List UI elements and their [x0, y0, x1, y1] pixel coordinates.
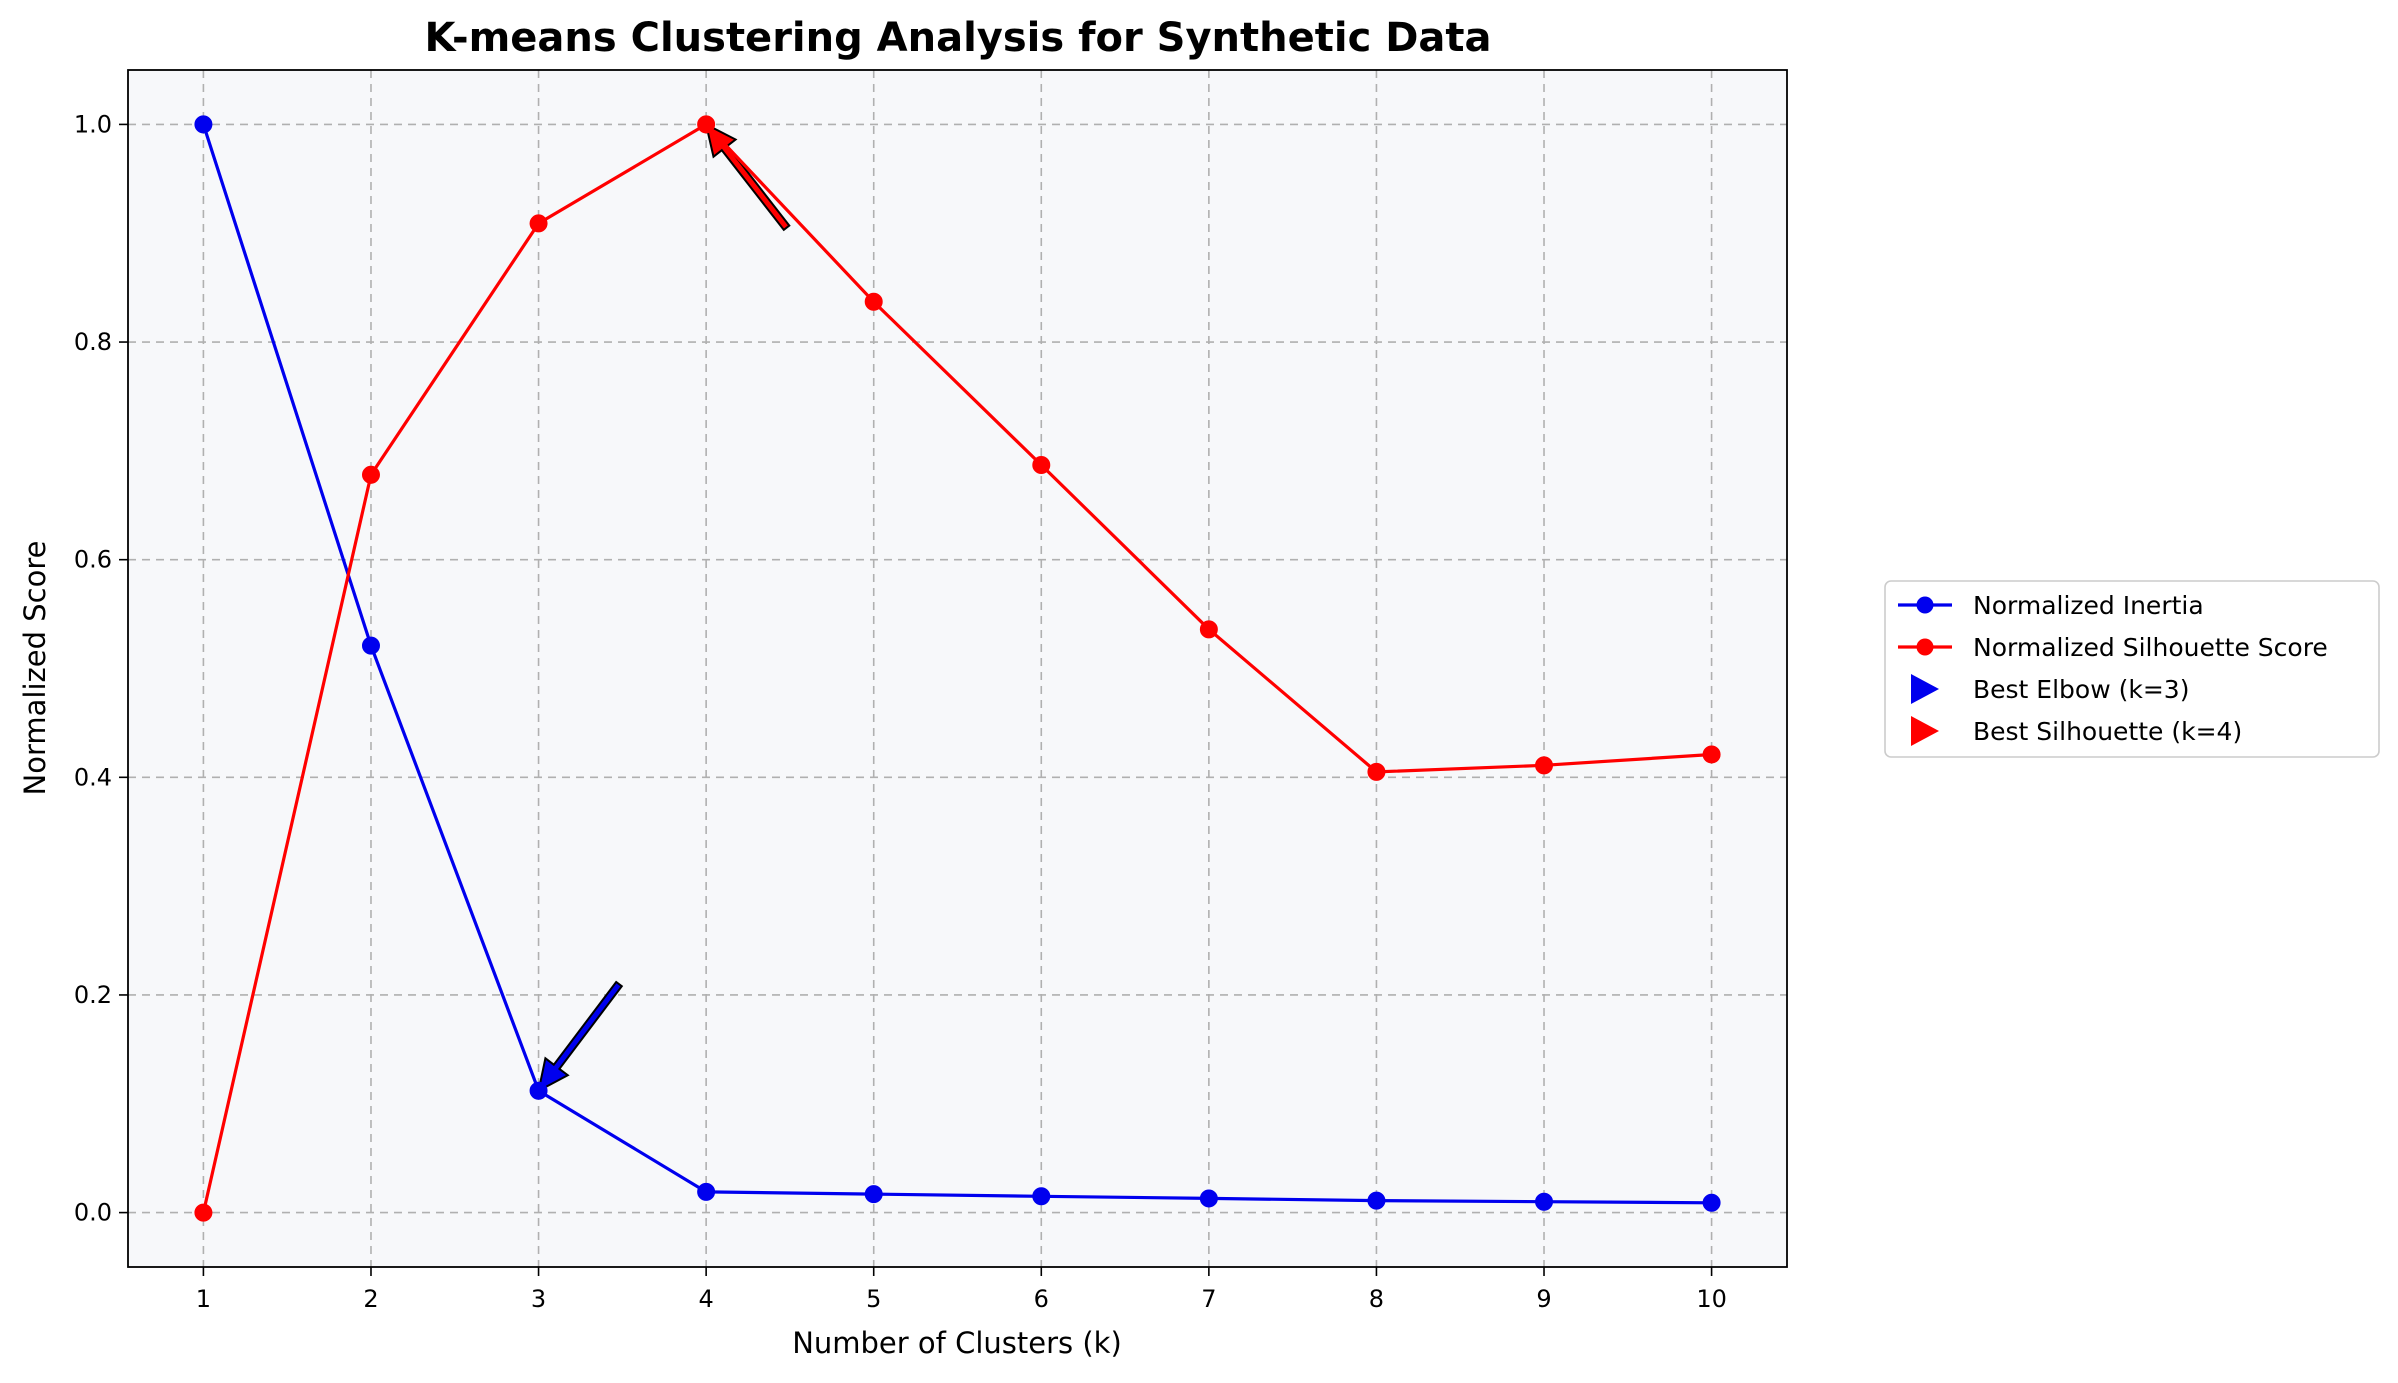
- x-tick-label: 6: [1034, 1285, 1049, 1313]
- x-tick-label: 2: [363, 1285, 378, 1313]
- series-group: [194, 115, 1721, 1222]
- y-tick-label: 0.0: [74, 1199, 112, 1227]
- data-point: [1199, 1189, 1218, 1208]
- data-point: [361, 465, 380, 484]
- legend-box: [1884, 580, 2380, 758]
- legend-item: Best Silhouette (k=4): [1911, 716, 2242, 746]
- annotation-arrow: [537, 980, 624, 1093]
- data-point: [529, 1081, 548, 1100]
- y-tick-label: 0.4: [74, 763, 112, 791]
- annotations: [537, 122, 791, 1093]
- y-tick-label: 0.6: [74, 546, 112, 574]
- x-tick-label: 9: [1536, 1285, 1551, 1313]
- data-point: [1702, 1193, 1721, 1212]
- series-line: [201, 123, 1712, 1205]
- x-tick-label: 10: [1696, 1285, 1727, 1313]
- x-tick-label: 7: [1201, 1285, 1216, 1313]
- y-tick-label: 0.8: [74, 328, 112, 356]
- data-point: [697, 1182, 716, 1201]
- chart-title: K-means Clustering Analysis for Syntheti…: [424, 15, 1491, 61]
- data-point: [194, 1203, 213, 1222]
- data-point: [361, 636, 380, 655]
- x-tick-label: 4: [698, 1285, 713, 1313]
- series-1: [194, 115, 1721, 1212]
- x-tick-label: 3: [531, 1285, 546, 1313]
- legend-label: Normalized Silhouette Score: [1973, 633, 2328, 662]
- y-tick-label: 0.2: [74, 981, 112, 1009]
- y-axis-label: Normalized Score: [18, 541, 52, 796]
- data-point: [1199, 620, 1218, 639]
- legend-item: Best Elbow (k=3): [1911, 674, 2189, 704]
- legend-marker: [1916, 596, 1934, 614]
- axes: 1 2 3 4 5 6 7 8 9 10 0.0 0.2 0.4 0.6 0.8 1.0: [74, 110, 1727, 1313]
- data-point: [1535, 1192, 1554, 1211]
- data-point: [1032, 1187, 1051, 1206]
- legend: Normalized Inertia Normalized Silhouette …: [1884, 580, 2380, 758]
- data-point: [864, 292, 883, 311]
- x-tick-label: 5: [866, 1285, 881, 1313]
- legend-item: Normalized Inertia: [1898, 591, 2204, 620]
- grid: [128, 70, 1787, 1267]
- series-line: [201, 122, 1712, 1213]
- plot-area: [128, 70, 1787, 1267]
- data-point: [697, 115, 716, 134]
- data-point: [1032, 456, 1051, 475]
- x-tick-label: 8: [1369, 1285, 1384, 1313]
- plot-frame: [127, 69, 1788, 1268]
- legend-triangle-marker: [1911, 674, 1939, 704]
- annotation-arrow: [704, 122, 791, 232]
- y-tick-label: 1.0: [74, 110, 112, 138]
- legend-label: Best Elbow (k=3): [1973, 675, 2189, 704]
- legend-marker: [1916, 638, 1934, 656]
- legend-triangle-marker: [1911, 716, 1939, 746]
- x-tick-label: 1: [196, 1285, 211, 1313]
- data-point: [1367, 1191, 1386, 1210]
- data-point: [194, 115, 213, 134]
- data-point: [1367, 762, 1386, 781]
- data-point: [864, 1185, 883, 1204]
- legend-label: Best Silhouette (k=4): [1973, 717, 2242, 746]
- x-axis-label: Number of Clusters (k): [792, 1326, 1122, 1360]
- data-point: [1702, 745, 1721, 764]
- legend-label: Normalized Inertia: [1973, 591, 2204, 620]
- data-point: [529, 214, 548, 233]
- legend-item: Normalized Silhouette Score: [1898, 633, 2328, 662]
- legend-entries: Normalized Inertia Normalized Silhouette …: [1898, 591, 2328, 746]
- series-2: [194, 115, 1721, 1222]
- data-point: [1535, 756, 1554, 775]
